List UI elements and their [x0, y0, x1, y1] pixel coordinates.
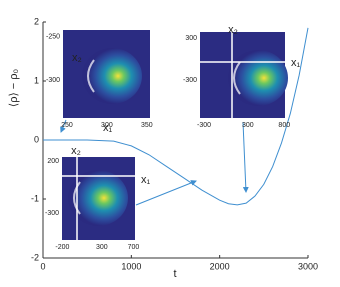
- inset-x-tick-label: 300: [242, 122, 254, 129]
- inset-arc: [233, 61, 241, 95]
- inset-image: [68, 170, 128, 226]
- inset-x-tick-label: -300: [197, 122, 211, 129]
- inset-y-tick-label: -300: [46, 77, 60, 84]
- inset-x-tick-label: 800: [278, 122, 290, 129]
- y-tick-label: 0: [34, 134, 39, 144]
- y-tick-label: 1: [34, 75, 39, 85]
- inset-y-label: x₂: [228, 24, 238, 36]
- inset-x-tick-label: -200: [55, 244, 69, 251]
- inset-y-label: x₂: [72, 52, 82, 64]
- x-axis-label: t: [173, 268, 176, 280]
- arrow: [242, 121, 249, 193]
- inset-y-tick-label: 300: [185, 35, 197, 42]
- inset-x-tick-label: 700: [128, 244, 140, 251]
- arrow: [135, 180, 197, 206]
- inset-y-tick-label: -250: [46, 34, 60, 41]
- y-tick-label: 2: [34, 16, 39, 26]
- inset-arc: [87, 59, 95, 93]
- inset-y-tick-label: 200: [47, 158, 59, 165]
- inset-image: [228, 50, 288, 106]
- y-tick-label: -2: [31, 252, 39, 262]
- line: [43, 27, 309, 206]
- x-tick-label: 1000: [121, 261, 141, 271]
- arrow: [60, 119, 67, 133]
- x-tick-label: 3000: [298, 261, 318, 271]
- x-tick-label: 0: [40, 261, 45, 271]
- inset-y-tick-label: -300: [183, 77, 197, 84]
- inset-x-tick-label: 250: [61, 122, 73, 129]
- inset-x-tick-label: 300: [101, 122, 113, 129]
- y-axis-label: ⟨ρ⟩ − ρ₀: [8, 69, 20, 107]
- inset-image: [82, 48, 142, 104]
- inset-arc: [73, 181, 81, 215]
- inset-x-tick-label: 300: [96, 244, 108, 251]
- inset-x-tick-label: 350: [141, 122, 153, 129]
- inset-y-label: x₂: [71, 145, 81, 157]
- y-tick-label: -1: [31, 193, 39, 203]
- inset-x-label: x₁: [141, 174, 151, 186]
- x-tick-label: 2000: [210, 261, 230, 271]
- inset-x-label: x₁: [103, 122, 113, 134]
- inset-x-label: x₁: [291, 57, 301, 69]
- inset-y-tick-label: -300: [45, 210, 59, 217]
